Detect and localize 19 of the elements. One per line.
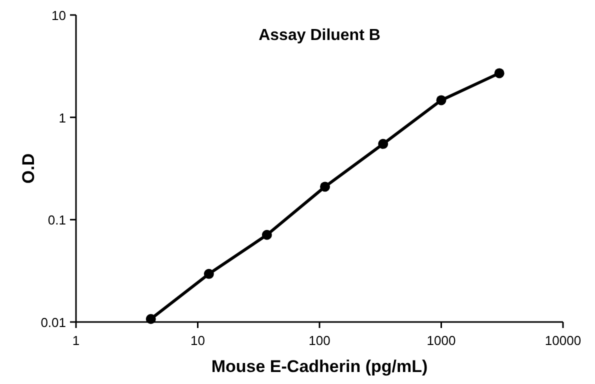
point: [262, 230, 272, 240]
y-tick-label: 0.1: [48, 212, 66, 228]
y-tick-label: 1: [58, 110, 66, 126]
x-tick-label: 1000: [426, 333, 456, 348]
y-tick-label: 0.01: [40, 315, 66, 330]
x-tick-label: 1: [72, 333, 80, 348]
y-tick-label: 10: [52, 8, 66, 23]
point: [146, 314, 156, 324]
point: [204, 268, 214, 279]
x-tick-label: 100: [308, 333, 330, 348]
point: [494, 68, 504, 78]
point: [320, 182, 330, 192]
point: [378, 138, 388, 149]
x-tick-label: 10: [190, 333, 205, 348]
y-axis-title: O.D: [19, 153, 38, 184]
text: Assay Diluent B: [258, 27, 380, 44]
x-tick-label: 10000: [544, 333, 582, 348]
point: [436, 95, 446, 106]
x-axis-title: Mouse E-Cadherin (pg/mL): [211, 357, 428, 376]
